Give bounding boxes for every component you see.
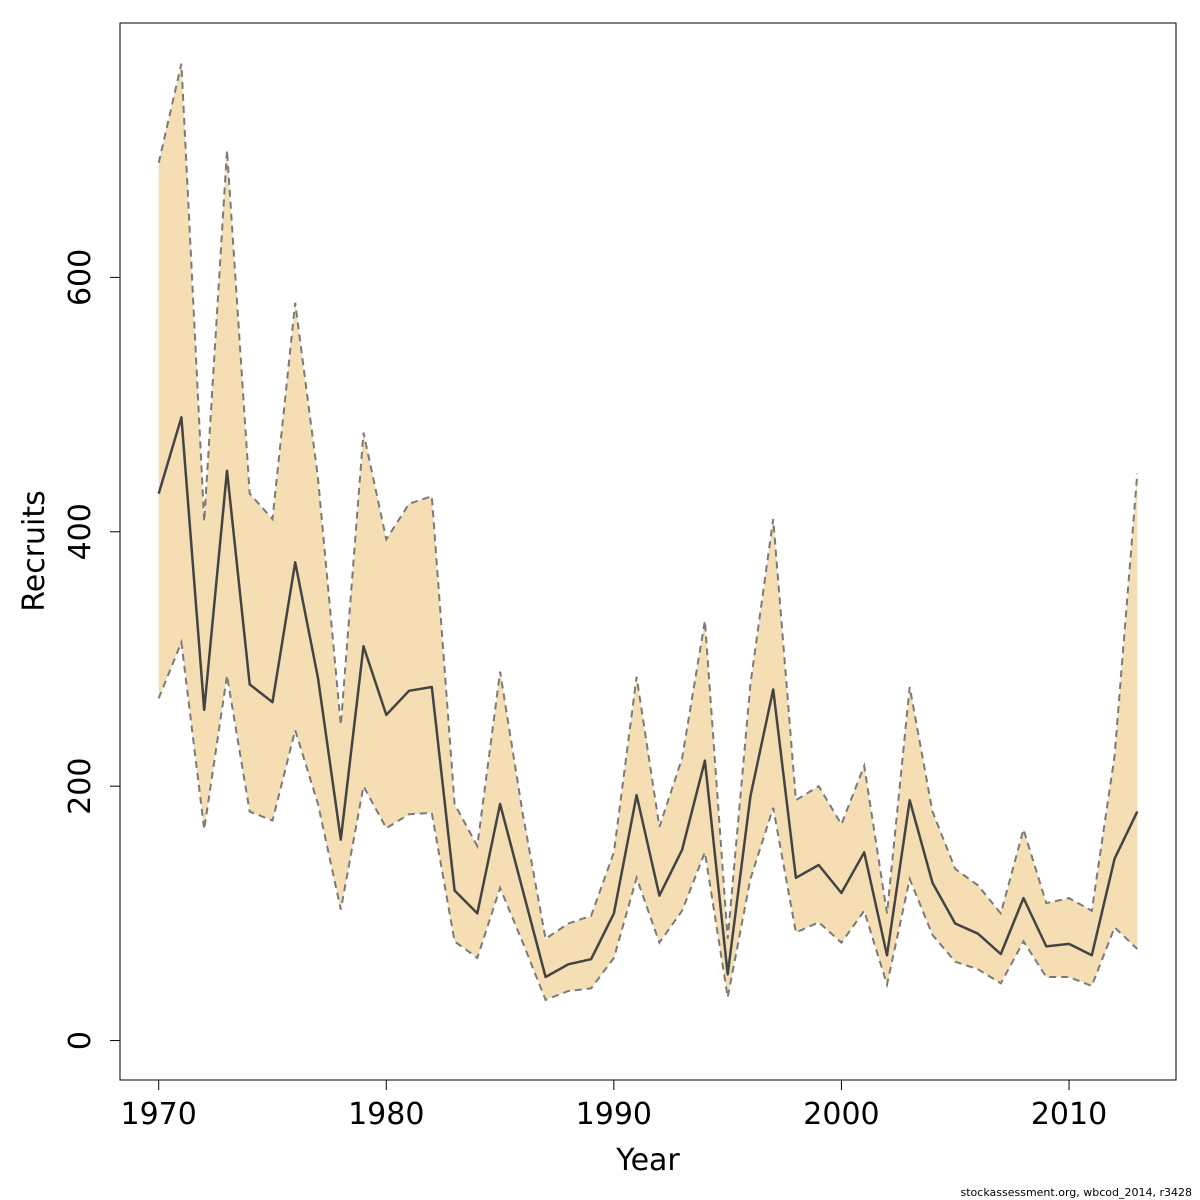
confidence-band [158, 63, 1138, 1000]
y-tick-label: 400 [63, 503, 98, 560]
y-tick-label: 600 [63, 249, 98, 306]
median-line-layer [157, 416, 1139, 979]
y-tick-label: 200 [63, 758, 98, 815]
y-axis: 0 200 400 600 [63, 249, 121, 1050]
y-tick-label: 0 [63, 1031, 98, 1050]
x-tick-label: 1970 [121, 1097, 197, 1132]
median-line [157, 416, 1139, 979]
x-axis: 1970 1980 1990 2000 2010 [121, 1079, 1107, 1132]
x-tick-label: 2010 [1031, 1097, 1107, 1132]
confidence-bound-layer [157, 63, 1139, 1002]
x-axis-label: Year [615, 1143, 680, 1178]
y-axis-label: Recruits [17, 490, 52, 612]
source-footer: stockassessment.org, wbcod_2014, r3428 [961, 1186, 1192, 1199]
lower-bound-line [157, 638, 1138, 1002]
upper-bound-line [157, 63, 1139, 941]
x-tick-label: 1990 [576, 1097, 652, 1132]
x-tick-label: 2000 [803, 1097, 879, 1132]
confidence-band-layer [158, 63, 1138, 1000]
x-tick-label: 1980 [348, 1097, 424, 1132]
